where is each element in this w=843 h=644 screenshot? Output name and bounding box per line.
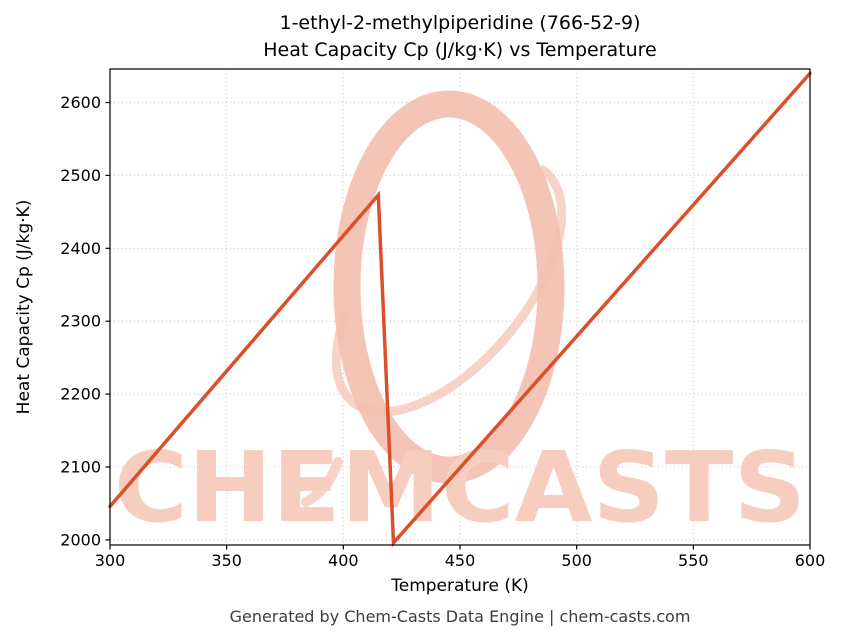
x-axis-label: Temperature (K) xyxy=(391,576,529,596)
x-tick-label: 350 xyxy=(211,551,242,570)
watermark-text: CHEMCASTS xyxy=(114,431,806,544)
x-tick-label: 550 xyxy=(678,551,709,570)
y-tick-label: 2400 xyxy=(60,239,101,258)
footer-attribution: Generated by Chem-Casts Data Engine | ch… xyxy=(229,607,691,626)
x-tick-label: 500 xyxy=(561,551,592,570)
y-tick-label: 2500 xyxy=(60,166,101,185)
plot-frame xyxy=(109,68,811,546)
x-tick-label: 450 xyxy=(445,551,476,570)
y-axis-label: Heat Capacity Cp (J/kg·K) xyxy=(14,199,34,415)
y-tick-label: 2600 xyxy=(60,93,101,112)
y-tick-label: 2200 xyxy=(60,385,101,404)
x-tick-label: 600 xyxy=(795,551,826,570)
watermark: CHEMCASTS xyxy=(114,90,806,544)
y-tick-label: 2100 xyxy=(60,458,101,477)
watermark-logo-tail xyxy=(301,457,343,507)
y-tick-label: 2300 xyxy=(60,312,101,331)
y-tick-label: 2000 xyxy=(60,530,101,549)
watermark-logo-swirl xyxy=(331,157,567,417)
x-axis-ticks: 300 350 400 450 500 550 600 xyxy=(95,545,826,570)
x-tick-label: 300 xyxy=(95,551,126,570)
series-line-cp xyxy=(108,71,812,548)
chart-title-line2: Heat Capacity Cp (J/kg·K) vs Temperature xyxy=(263,39,657,61)
watermark-logo-ring xyxy=(333,90,565,484)
x-tick-label: 400 xyxy=(328,551,359,570)
chart-title-line1: 1-ethyl-2-methylpiperidine (766-52-9) xyxy=(279,12,641,34)
y-axis-ticks: 2000 2100 2200 2300 2400 2500 2600 xyxy=(60,93,110,549)
